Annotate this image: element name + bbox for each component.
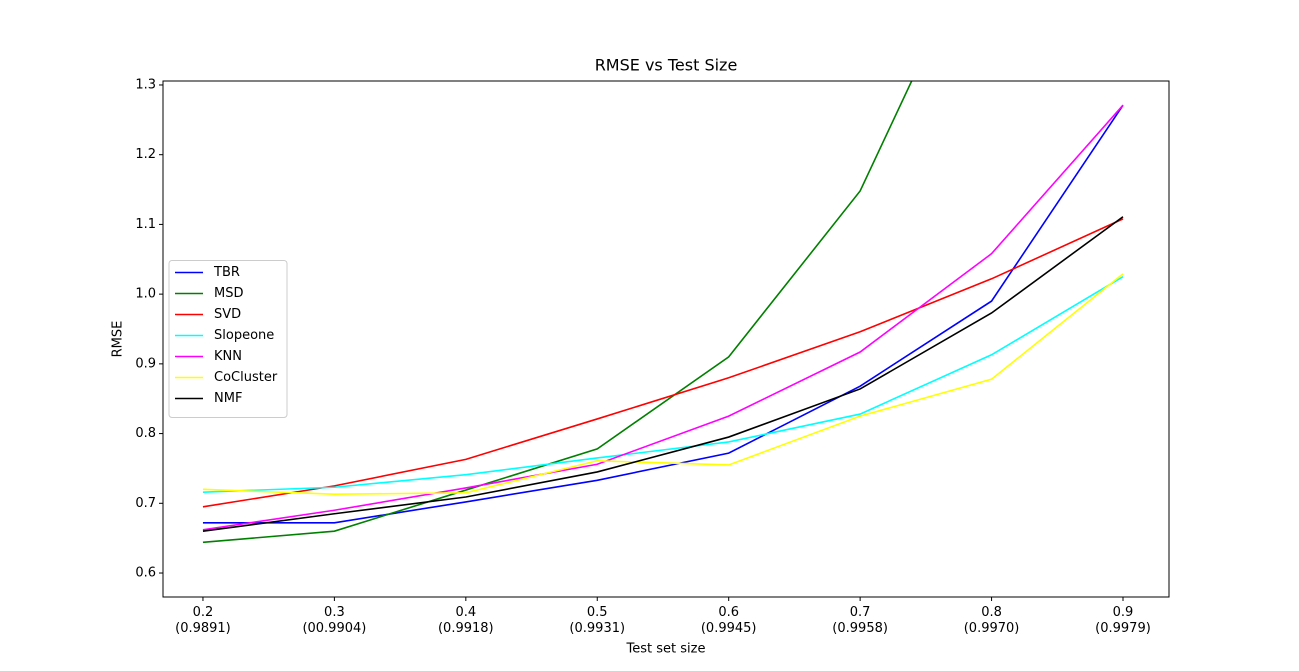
x-tick-label: 0.7 (0.9958) xyxy=(832,605,888,636)
x-axis-label: Test set size xyxy=(626,642,706,657)
legend-label: NMF xyxy=(214,391,242,406)
x-tick-label: 0.2 (0.9891) xyxy=(175,605,231,636)
y-tick-label: 1.3 xyxy=(135,77,156,92)
legend-label: SVD xyxy=(214,307,241,322)
plot-lines xyxy=(202,81,1124,544)
chart-title: RMSE vs Test Size xyxy=(595,56,738,75)
x-tick-label: 0.6 (0.9945) xyxy=(700,605,757,636)
y-tick-label: 0.8 xyxy=(135,426,156,441)
x-tick-label: 0.5 (0.9931) xyxy=(569,605,626,636)
legend-label: Slopeone xyxy=(214,328,274,343)
x-tick-label: 0.8 (0.9970) xyxy=(963,605,1020,636)
series-line xyxy=(202,218,1124,508)
series-line xyxy=(202,104,1124,524)
x-tick-label: 0.4 (0.9918) xyxy=(437,605,494,636)
y-axis-label: RMSE xyxy=(111,321,126,358)
series-line xyxy=(202,276,1124,493)
x-tick-label: 0.3 (00.9904) xyxy=(302,605,367,636)
series-line xyxy=(202,273,1124,496)
legend-label: MSD xyxy=(214,286,243,301)
x-tick-label: 0.9 (0.9979) xyxy=(1095,605,1151,636)
y-tick-label: 1.1 xyxy=(135,217,156,232)
y-tick-label: 0.6 xyxy=(135,566,156,581)
series-line xyxy=(202,216,1124,532)
y-tick-label: 1.0 xyxy=(135,287,156,302)
y-tick-label: 0.9 xyxy=(135,356,156,371)
series-line xyxy=(202,104,1124,531)
y-tick-label: 0.7 xyxy=(135,496,156,511)
y-tick-label: 1.2 xyxy=(135,147,156,162)
legend-label: TBR xyxy=(213,265,240,280)
series-line xyxy=(202,81,913,544)
plot-frame xyxy=(162,80,1170,598)
legend-label: KNN xyxy=(214,349,242,364)
legend-label: CoCluster xyxy=(214,370,278,385)
